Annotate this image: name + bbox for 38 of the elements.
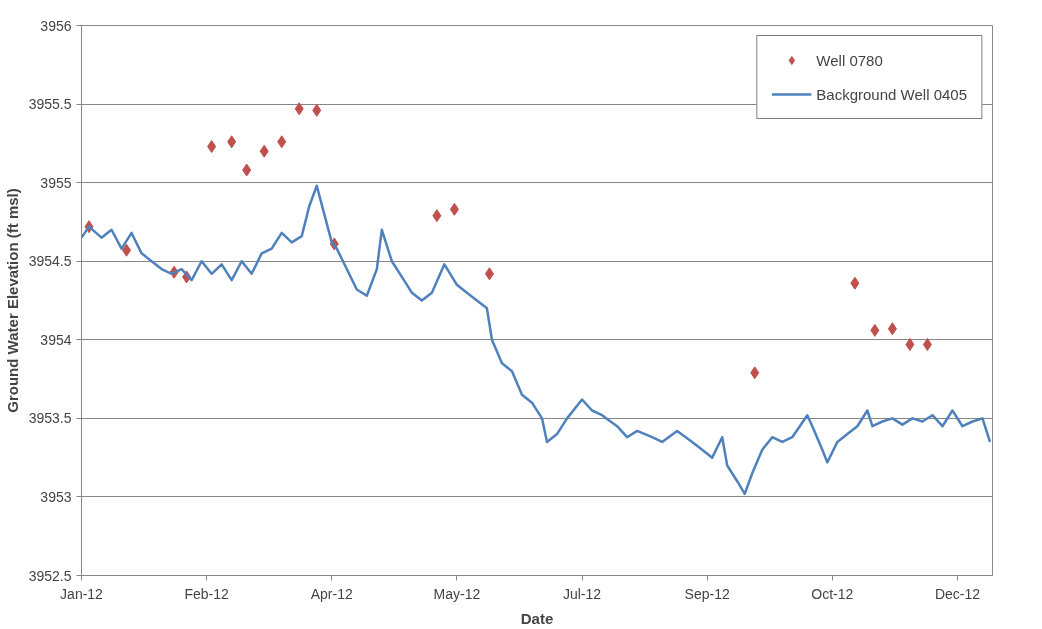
x-tick-label: Dec-12 <box>934 585 981 602</box>
y-tick-label: 3953 <box>40 488 72 505</box>
point <box>227 135 237 149</box>
point <box>277 135 287 149</box>
x-tick-label: Sep-12 <box>684 585 730 602</box>
point <box>207 140 217 153</box>
point <box>449 202 459 216</box>
point <box>294 102 304 116</box>
line-series <box>81 184 992 496</box>
y-axis-title: Ground Water Elevation (ft msl) <box>3 188 21 413</box>
point <box>870 323 880 337</box>
y-tick-label: 3955 <box>40 174 72 191</box>
point <box>312 103 322 117</box>
point <box>905 338 915 351</box>
y-tick-label: 3954.5 <box>28 253 72 270</box>
x-tick-label: Apr-12 <box>310 585 353 602</box>
y-tick-label: 3953.5 <box>28 410 72 427</box>
point <box>922 338 932 351</box>
x-tick-label: Oct-12 <box>811 585 854 602</box>
y-tick-label: 3952.5 <box>28 567 72 584</box>
y-tick-label: 3956 <box>40 17 72 34</box>
y-tick-label: 3955.5 <box>28 96 72 113</box>
x-tick-label: Jul-12 <box>562 585 602 602</box>
point <box>887 322 897 336</box>
point <box>484 267 494 281</box>
x-axis-title: Date <box>520 609 554 627</box>
y-tick-label: 3954 <box>40 331 72 348</box>
x-tick-label: Feb-12 <box>184 585 230 602</box>
x-tick-label: Jan-12 <box>60 585 104 602</box>
point <box>259 144 269 158</box>
legend-label: Well 0780 <box>816 51 883 69</box>
legend-label: Background Well 0405 <box>816 85 967 103</box>
point <box>122 243 132 257</box>
x-tick-label: May-12 <box>433 585 481 602</box>
point <box>432 209 442 223</box>
point <box>850 276 860 290</box>
point <box>750 366 760 380</box>
point <box>242 163 252 177</box>
